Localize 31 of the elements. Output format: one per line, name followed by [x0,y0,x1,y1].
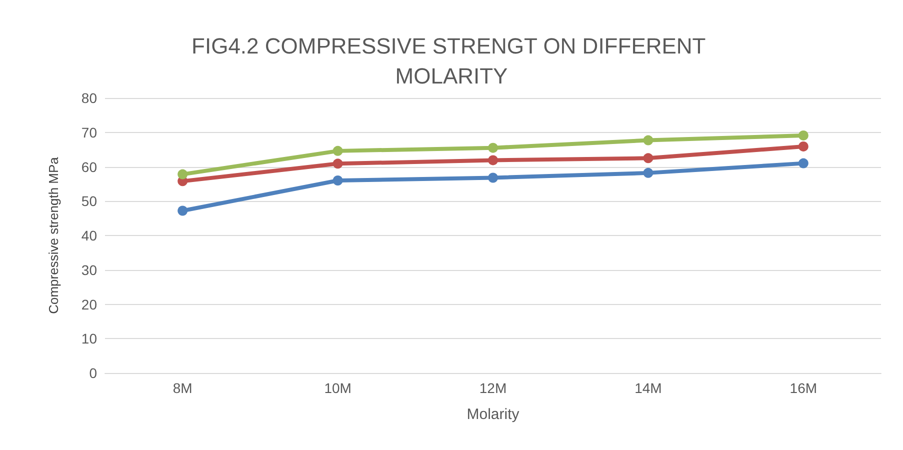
point [488,142,498,153]
point [332,146,343,156]
y-tick-label: 80 [81,90,98,106]
x-axis-title: Molarity [466,406,520,423]
point [178,169,188,180]
x-tick-label: 10M [324,380,352,396]
y-axis-title: Compressive strength MPa [46,156,61,314]
point [643,153,654,164]
point [332,176,343,186]
y-tick-label: 50 [81,193,98,210]
x-tick-label: 8M [172,380,192,396]
y-tick-label: 40 [81,228,98,244]
y-tick-label: 60 [81,158,98,175]
point [643,135,654,146]
y-tick-label: 30 [81,262,98,278]
point [488,172,498,183]
y-tick-label: 70 [81,124,98,140]
x-tick-label: 12M [479,380,507,396]
y-tick-label: 20 [81,296,98,312]
point [332,158,343,169]
x-tick-label: 14M [634,380,662,396]
point [798,141,808,152]
y-tick-label: 0 [89,365,98,381]
point [798,158,808,168]
point [178,206,188,216]
x-tick-label: 16M [790,380,818,396]
point [643,168,654,178]
point [488,155,498,166]
chart-title: FIG4.2 COMPRESSIVE STRENGT ON DIFFERENT MOLARITY [192,34,712,88]
y-tick-label: 10 [81,330,98,347]
point [798,130,808,140]
